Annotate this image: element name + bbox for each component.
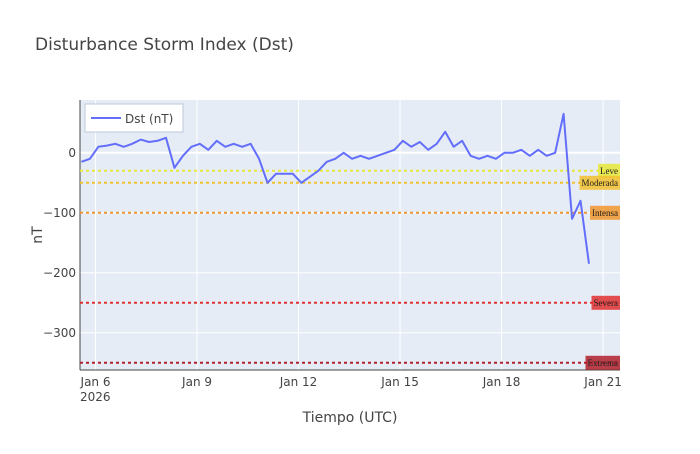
threshold-label-bg: [579, 175, 621, 190]
threshold-label: Moderada: [579, 175, 621, 190]
x-axis-title: Tiempo (UTC): [302, 410, 398, 426]
threshold-label-bg: [591, 295, 620, 310]
x-tick-label: Jan 15: [380, 375, 419, 389]
threshold-label-bg: [585, 355, 620, 370]
y-tick-label: −100: [43, 206, 76, 220]
x-tick-label: Jan 21: [583, 375, 622, 389]
legend-label: Dst (nT): [125, 112, 173, 126]
threshold-label-text: Leve: [600, 166, 618, 176]
threshold-label-text: Intensa: [592, 208, 618, 218]
x-tick-label: Jan 12: [279, 375, 318, 389]
threshold-label-text: Severa: [594, 298, 619, 308]
threshold-label-text: Moderada: [582, 178, 618, 188]
series-line: [81, 112, 590, 264]
threshold-label-bg: [590, 205, 620, 220]
threshold-label: Severa: [591, 295, 620, 310]
x-tick-label: Jan 9: [181, 375, 212, 389]
y-tick-label: −300: [43, 326, 76, 340]
chart-title: Disturbance Storm Index (Dst): [35, 35, 294, 55]
plot-area: [80, 100, 620, 370]
threshold-label: Leve: [598, 163, 620, 178]
threshold-label-bg: [598, 163, 620, 178]
y-tick-label: −200: [43, 266, 76, 280]
y-tick-label: 0: [68, 146, 76, 160]
x-year-label: 2026: [80, 390, 111, 404]
y-axis-title: nT: [30, 226, 46, 244]
x-tick-label: Jan 6: [80, 375, 111, 389]
legend: Dst (nT): [84, 103, 184, 133]
x-tick-label: Jan 18: [482, 375, 521, 389]
threshold-label-text: Extrema: [588, 358, 619, 368]
threshold-label: Intensa: [590, 205, 620, 220]
threshold-label: Extrema: [585, 355, 620, 370]
